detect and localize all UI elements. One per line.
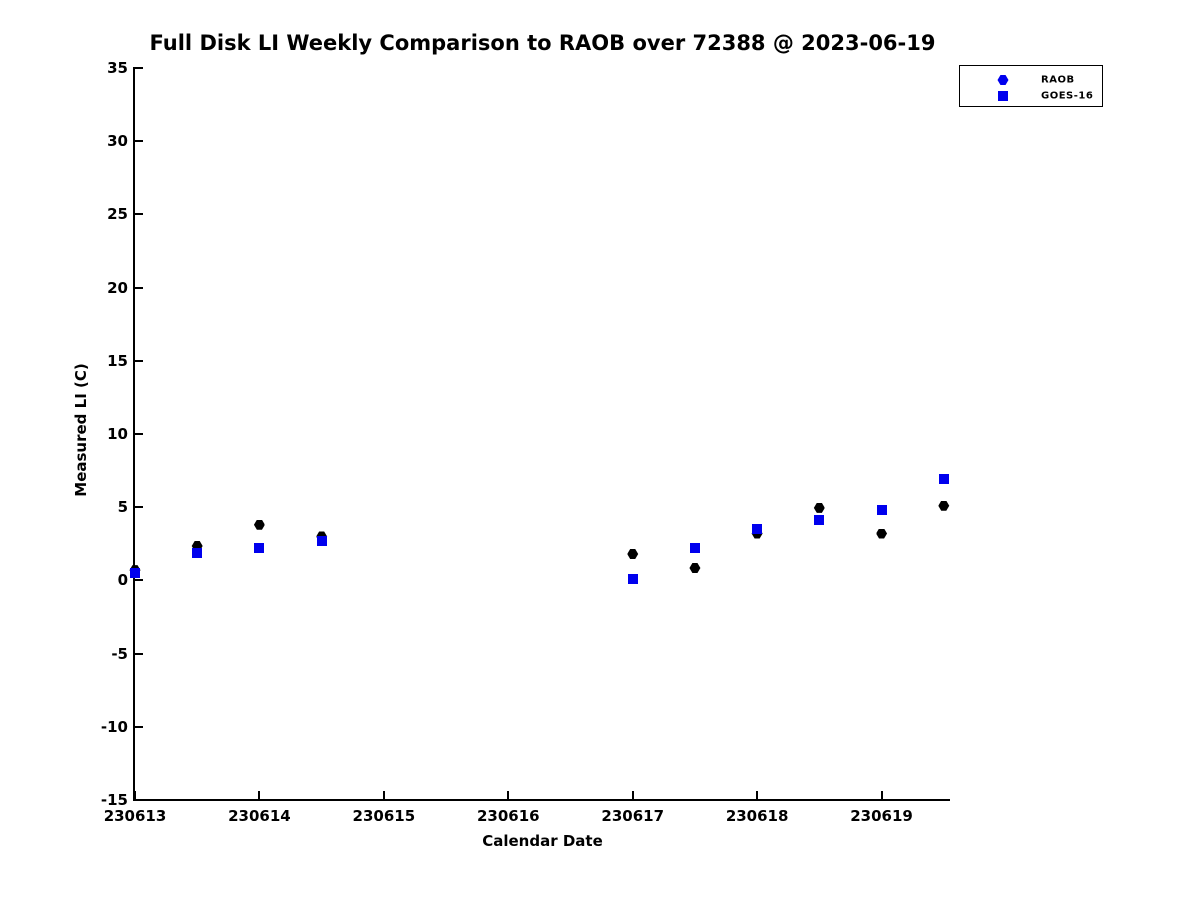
legend-row-goes-16: GOES-16 [960, 88, 1102, 104]
y-axis-label: Measured LI (C) [72, 363, 90, 497]
y-tick-label: 15 [107, 351, 128, 370]
x-tick-label: 230613 [103, 807, 167, 825]
y-tick-label: 35 [107, 59, 128, 77]
goes16-marker [254, 543, 265, 554]
y-axis-line [133, 67, 135, 801]
legend-row-raob: RAOB [960, 72, 1102, 88]
y-tick-mark [135, 506, 143, 509]
raob-marker [876, 528, 888, 539]
legend-label-goes-16: GOES-16 [1041, 90, 1094, 102]
x-tick-mark [382, 791, 385, 800]
raob-marker [689, 562, 701, 573]
y-tick-label: 0 [117, 571, 128, 590]
y-tick-label: 5 [117, 498, 128, 517]
y-tick-mark [135, 359, 143, 362]
x-tick-mark [258, 791, 261, 800]
x-tick-label: 230616 [476, 807, 540, 825]
x-tick-mark [880, 791, 883, 800]
y-tick-mark [135, 433, 143, 435]
x-tick-label: 230618 [725, 807, 789, 825]
y-tick-mark [135, 652, 143, 655]
goes16-marker [316, 535, 327, 546]
x-tick-label: 230619 [850, 807, 913, 825]
chart-title: Full Disk LI Weekly Comparison to RAOB o… [149, 31, 936, 55]
x-axis-line [133, 799, 950, 801]
legend-raob-marker-icon [997, 75, 1009, 85]
x-tick-mark [134, 791, 136, 800]
raob-marker [938, 500, 950, 511]
y-tick-mark [135, 140, 143, 143]
y-tick-mark [135, 67, 143, 69]
y-tick-mark [135, 725, 143, 728]
y-tick-label: 10 [107, 425, 128, 443]
x-tick-mark [756, 791, 759, 800]
x-tick-label: 230614 [228, 807, 291, 825]
goes16-marker [876, 505, 887, 516]
goes16-marker [938, 474, 949, 485]
legend-label-raob: RAOB [1041, 74, 1075, 86]
y-tick-label: 20 [107, 278, 128, 297]
raob-marker [191, 540, 203, 551]
x-axis-label: Calendar Date [482, 832, 603, 850]
x-tick-mark [507, 791, 510, 800]
raob-marker [813, 502, 825, 513]
y-tick-label: 25 [107, 205, 128, 224]
raob-marker [627, 549, 639, 560]
x-tick-label: 230617 [601, 807, 665, 825]
goes16-marker [752, 524, 763, 535]
goes16-marker [627, 573, 638, 584]
y-tick-label: -10 [100, 717, 128, 736]
legend: RAOB GOES-16 [959, 65, 1103, 107]
y-tick-mark [135, 579, 143, 582]
y-tick-mark [135, 286, 143, 289]
y-tick-label: 30 [107, 132, 128, 151]
x-tick-mark [631, 791, 634, 800]
raob-marker [253, 519, 265, 530]
y-tick-label: -15 [100, 791, 128, 809]
goes16-marker [130, 568, 140, 579]
goes16-marker [814, 515, 825, 526]
legend-goes-16-marker-icon [998, 91, 1008, 101]
goes16-marker [192, 547, 203, 558]
y-tick-mark [135, 799, 143, 801]
goes16-marker [689, 543, 700, 554]
x-tick-label: 230615 [352, 807, 416, 825]
y-tick-label: -5 [111, 644, 128, 663]
y-tick-mark [135, 213, 143, 216]
